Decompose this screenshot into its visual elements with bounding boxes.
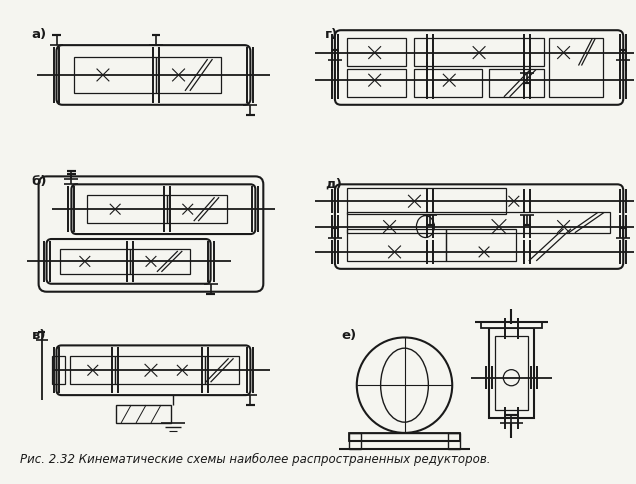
Bar xyxy=(347,213,611,233)
Bar xyxy=(167,196,226,224)
Text: а): а) xyxy=(32,28,47,41)
Bar xyxy=(349,433,460,441)
Bar xyxy=(347,229,446,261)
Bar xyxy=(489,329,534,418)
Text: в): в) xyxy=(32,329,46,342)
Bar xyxy=(549,39,604,98)
Bar xyxy=(74,58,156,94)
Bar xyxy=(116,405,171,423)
Bar xyxy=(205,357,239,384)
Text: б): б) xyxy=(32,175,47,188)
Bar xyxy=(349,433,361,449)
Bar xyxy=(130,249,190,274)
Text: д): д) xyxy=(325,177,342,190)
Bar xyxy=(60,249,130,274)
Bar xyxy=(415,39,544,66)
Bar xyxy=(347,39,406,66)
Text: г): г) xyxy=(325,28,338,41)
Bar xyxy=(448,433,460,449)
Bar xyxy=(415,70,482,98)
Bar xyxy=(495,337,528,410)
Bar xyxy=(71,357,115,384)
Text: Рис. 2.32 Кинематические схемы наиболее распространенных редукторов.: Рис. 2.32 Кинематические схемы наиболее … xyxy=(20,452,490,465)
Bar xyxy=(115,357,205,384)
Bar xyxy=(52,357,66,384)
Bar xyxy=(347,189,506,214)
Bar xyxy=(87,196,167,224)
Bar xyxy=(489,70,544,98)
Bar xyxy=(481,322,542,329)
Bar xyxy=(156,58,221,94)
Bar xyxy=(446,229,516,261)
Bar xyxy=(347,70,406,98)
Text: е): е) xyxy=(342,329,357,342)
